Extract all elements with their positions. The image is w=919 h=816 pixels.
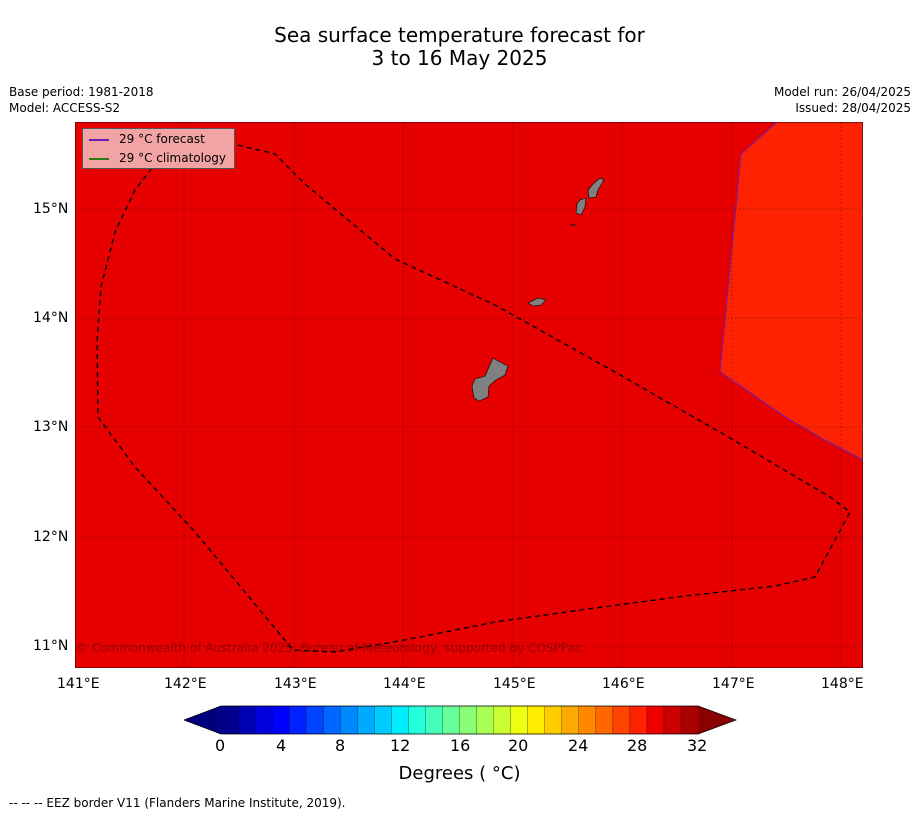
colorbar-segment (578, 706, 597, 734)
colorbar-tick-24: 24 (568, 736, 589, 755)
colorbar-segment (595, 706, 614, 734)
colorbar-tick-20: 20 (508, 736, 529, 755)
colorbar-segment (221, 706, 239, 734)
colorbar-segment (323, 706, 341, 734)
colorbar-extend-low (184, 706, 221, 734)
colorbar-segment (527, 706, 546, 734)
lon-tick-146: 146°E (602, 676, 645, 692)
lat-tick-15: 15°N (33, 201, 69, 217)
colorbar-tick-16: 16 (450, 736, 471, 755)
colorbar-segment (493, 706, 512, 734)
island-aguijan (569, 223, 576, 227)
colorbar-segment (476, 706, 495, 734)
lon-tick-144: 144°E (383, 676, 426, 692)
lon-tick-145: 145°E (493, 676, 536, 692)
lat-tick-11: 11°N (33, 638, 69, 654)
legend: 29 °C forecast 29 °C climatology (82, 128, 235, 169)
colorbar-segment (272, 706, 290, 734)
colorbar-segment (391, 706, 409, 734)
colorbar-segment (629, 706, 648, 734)
colorbar-segment (663, 706, 682, 734)
colorbar-segment (544, 706, 563, 734)
colorbar-tick-8: 8 (335, 736, 346, 755)
colorbar-segment (238, 706, 256, 734)
legend-item-climatology: 29 °C climatology (89, 150, 226, 166)
chart-title-line1: Sea surface temperature forecast for (274, 23, 645, 47)
colorbar-segment (306, 706, 324, 734)
colorbar-segment (459, 706, 478, 734)
island-guam (471, 357, 509, 402)
lon-tick-141: 141°E (57, 676, 100, 692)
footer-note: -- -- -- EEZ border V11 (Flanders Marine… (9, 796, 346, 810)
model-text: Model: ACCESS-S2 (9, 101, 121, 115)
colorbar-segment (425, 706, 443, 734)
legend-forecast-label: 29 °C forecast (119, 132, 205, 146)
lon-tick-147: 147°E (712, 676, 755, 692)
lat-tick-14: 14°N (33, 310, 69, 326)
legend-climatology-label: 29 °C climatology (119, 151, 227, 165)
legend-forecast-line (89, 138, 109, 141)
island-saipan (587, 177, 605, 199)
lat-tick-13: 13°N (33, 419, 69, 435)
colorbar-segment (646, 706, 665, 734)
chart-title-line2: 3 to 16 May 2025 (371, 46, 548, 70)
gridlines (75, 122, 863, 668)
colorbar-tick-12: 12 (390, 736, 411, 755)
eez-border (96, 136, 851, 653)
colorbar-tick-4: 4 (276, 736, 287, 755)
colorbar-segment (680, 706, 699, 734)
model-run-text: Model run: 26/04/2025 (773, 85, 911, 99)
colorbar (184, 705, 737, 735)
lon-tick-143: 143°E (274, 676, 317, 692)
map-plot (75, 122, 863, 668)
colorbar-segment (510, 706, 529, 734)
colorbar-segment (612, 706, 631, 734)
legend-climatology-line (89, 157, 109, 160)
island-rota (527, 297, 547, 307)
colorbar-segment (289, 706, 307, 734)
island-tinian (575, 197, 587, 216)
colorbar-segment (408, 706, 426, 734)
lon-tick-148: 148°E (821, 676, 864, 692)
map-background (75, 122, 863, 668)
colorbar-segment (340, 706, 358, 734)
base-period-text: Base period: 1981-2018 (9, 85, 154, 99)
issued-text: Issued: 28/04/2025 (795, 101, 911, 115)
copyright-text: © Commonwealth of Australia 2025, Bureau… (76, 641, 582, 655)
colorbar-segment (255, 706, 273, 734)
colorbar-segment (357, 706, 375, 734)
colorbar-label: Degrees ( °C) (398, 763, 521, 784)
colorbar-segment (442, 706, 460, 734)
colorbar-segment (374, 706, 392, 734)
lon-tick-142: 142°E (164, 676, 207, 692)
colorbar-segment (561, 706, 580, 734)
colorbar-extend-high (698, 706, 736, 734)
lat-tick-12: 12°N (33, 529, 69, 545)
colorbar-tick-0: 0 (215, 736, 226, 755)
colorbar-tick-28: 28 (627, 736, 648, 755)
warm-region-forecast (719, 122, 863, 461)
colorbar-tick-32: 32 (687, 736, 708, 755)
legend-item-forecast: 29 °C forecast (89, 131, 205, 147)
